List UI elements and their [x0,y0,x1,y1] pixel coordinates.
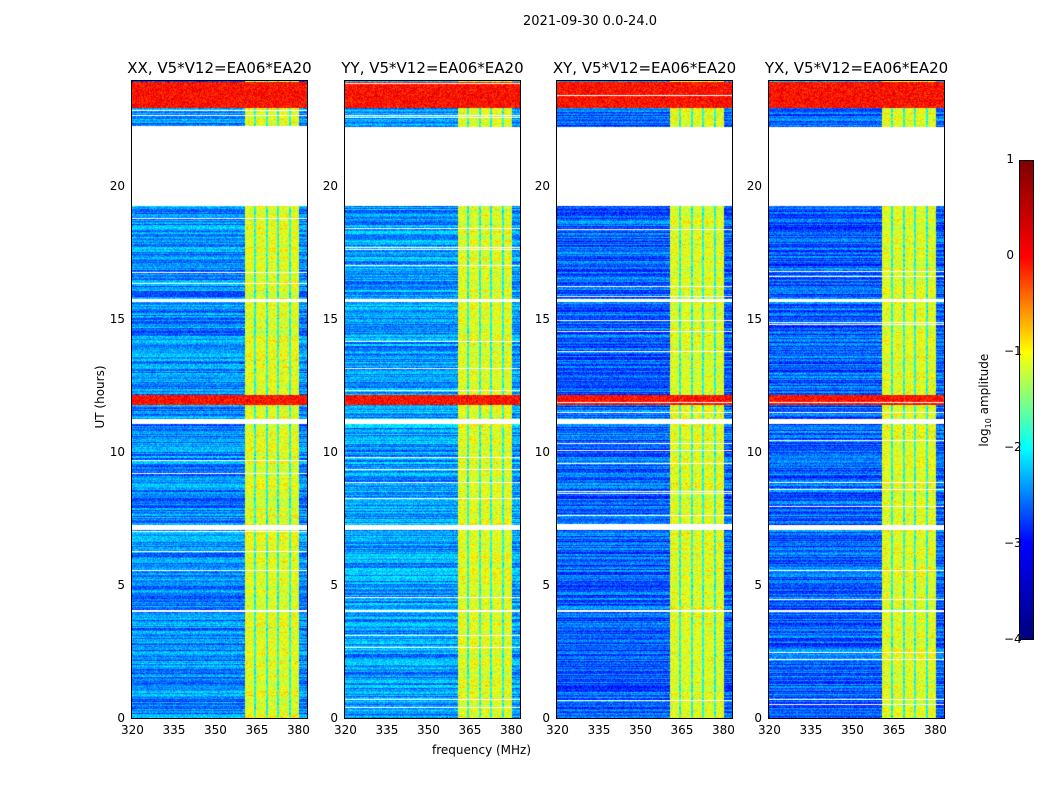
x-tick-label: 320 [121,723,144,737]
y-tick-label: 10 [322,444,338,459]
x-tick-label: 350 [628,723,652,737]
y-tick-label: 10 [109,444,125,459]
x-tick-label: 365 [458,723,482,737]
x-tick-label: 320 [334,723,357,737]
y-tick-label: 20 [322,178,338,193]
y-tick-label: 0 [117,711,125,725]
y-tick-label: 20 [109,178,125,193]
x-tick-label: 365 [882,723,906,737]
colorbar-label: log10 amplitude [976,353,994,447]
y-tick-label: 0 [542,711,550,725]
x-tick-label: 350 [203,723,227,737]
y-tick-label: 20 [534,178,550,193]
y-tick-label: 5 [330,577,338,592]
y-tick-label: 15 [746,311,762,326]
colorbar-tick: 1 [1006,152,1014,166]
x-tick-label: 335 [162,723,186,737]
x-tick-label: 365 [245,723,269,737]
x-tick-label: 380 [711,723,735,737]
x-tick-label: 320 [758,723,781,737]
colorbar-tick: −4 [1004,632,1022,646]
colorbar [1019,160,1034,640]
y-tick-label: 5 [117,577,125,592]
colorbar-tick: 0 [1006,248,1014,262]
x-tick-label: 320 [546,723,569,737]
panel-title: XX, V5*V12=EA06*EA20 [127,59,312,77]
panel-title: YX, V5*V12=EA06*EA20 [764,59,949,77]
waterfall-panel [768,80,945,719]
colorbar-tick: −3 [1004,536,1022,550]
heatmap-image [132,81,307,718]
y-tick-label: 5 [754,577,762,592]
heatmap-image [557,81,732,718]
y-tick-label: 15 [322,311,338,326]
panel-title: XY, V5*V12=EA06*EA20 [552,59,737,77]
x-tick-label: 350 [840,723,864,737]
x-tick-label: 335 [587,723,611,737]
waterfall-panel [344,80,521,719]
y-tick-label: 10 [534,444,550,459]
heatmap-image [345,81,520,718]
y-tick-label: 15 [109,311,125,326]
y-tick-label: 10 [746,444,762,459]
x-tick-label: 335 [799,723,823,737]
panel-title: YY, V5*V12=EA06*EA20 [341,59,524,77]
y-tick-label: 0 [330,711,338,725]
x-tick-label: 380 [286,723,310,737]
y-tick-label: 20 [746,178,762,193]
x-tick-label: 335 [375,723,399,737]
figure-title: 2021-09-30 0.0-24.0 [523,14,657,29]
x-tick-label: 380 [923,723,947,737]
y-tick-label: 15 [534,311,550,326]
waterfall-panel [556,80,733,719]
y-tick-label: 0 [754,711,762,725]
x-tick-label: 365 [670,723,694,737]
y-axis-label: UT (hours) [93,365,107,429]
x-tick-label: 380 [499,723,523,737]
waterfall-panel [131,80,308,719]
x-tick-label: 350 [416,723,440,737]
y-tick-label: 5 [542,577,550,592]
colorbar-tick: −1 [1004,344,1022,358]
colorbar-tick: −2 [1004,440,1022,454]
x-axis-label: frequency (MHz) [432,743,532,757]
heatmap-image [769,81,944,718]
